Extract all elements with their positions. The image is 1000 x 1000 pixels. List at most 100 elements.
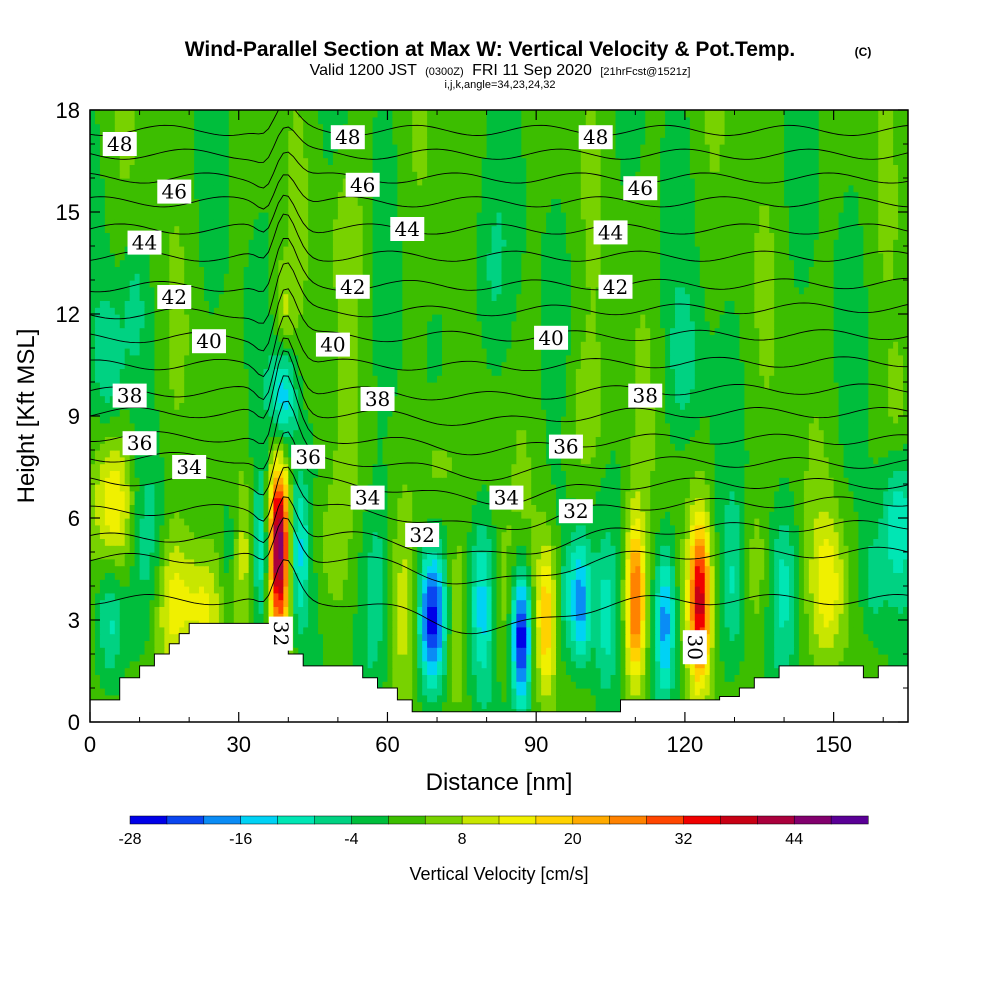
w-cell: [699, 579, 706, 587]
w-cell: [318, 647, 324, 655]
w-cell: [382, 599, 389, 607]
w-cell: [159, 586, 165, 594]
w-cell: [397, 667, 403, 675]
w-cell: [734, 565, 741, 573]
w-cell: [491, 633, 498, 641]
w-cell: [90, 606, 96, 614]
w-cell: [303, 606, 309, 614]
w-cell: [516, 660, 522, 669]
w-cell: [625, 688, 631, 696]
w-cell: [640, 579, 646, 587]
w-cell: [303, 654, 309, 662]
w-cell: [660, 606, 666, 614]
w-cell: [793, 647, 800, 655]
w-cell: [729, 654, 736, 662]
w-cell: [313, 620, 319, 628]
w-cell: [813, 545, 820, 553]
w-cell: [808, 613, 815, 621]
w-cell: [893, 552, 899, 560]
w-cell: [546, 552, 552, 560]
w-cell: [134, 586, 141, 594]
w-cell: [491, 674, 498, 682]
w-cell: [838, 647, 845, 655]
w-cell: [139, 518, 146, 526]
w-cell: [94, 524, 101, 533]
w-cell: [332, 538, 339, 546]
w-cell: [94, 688, 101, 696]
w-cell: [853, 640, 860, 648]
w-cell: [471, 667, 478, 675]
w-cell: [724, 640, 731, 648]
w-cell: [754, 518, 760, 526]
w-cell: [392, 599, 398, 607]
w-cell: [645, 640, 651, 648]
w-cell: [427, 660, 433, 669]
w-cell: [630, 592, 636, 601]
w-cell: [704, 524, 711, 533]
w-cell: [803, 613, 810, 621]
w-cell: [451, 545, 458, 553]
w-cell: [640, 599, 646, 607]
w-cell: [551, 640, 557, 648]
w-cell: [719, 538, 726, 546]
w-cell: [109, 579, 116, 587]
w-cell: [684, 524, 691, 533]
w-cell: [303, 640, 309, 648]
w-cell: [798, 558, 805, 567]
w-cell: [372, 572, 379, 580]
w-cell: [898, 633, 904, 641]
w-cell: [724, 518, 731, 526]
w-cell: [565, 538, 572, 546]
w-cell: [149, 524, 156, 533]
w-cell: [590, 606, 597, 614]
w-cell: [491, 667, 498, 675]
w-cell: [268, 579, 275, 587]
w-cell: [169, 552, 175, 560]
w-cell: [109, 667, 116, 675]
w-cell: [883, 626, 889, 635]
w-cell: [496, 518, 503, 526]
w-cell: [114, 654, 121, 662]
w-cell: [645, 592, 651, 601]
w-cell: [471, 640, 478, 648]
w-cell: [828, 579, 835, 587]
w-cell: [848, 592, 855, 601]
w-cell: [446, 647, 453, 655]
w-cell: [709, 620, 716, 628]
w-cell: [868, 565, 874, 573]
w-cell: [570, 572, 577, 580]
w-cell: [367, 640, 374, 648]
w-cell: [347, 592, 354, 601]
w-cell: [109, 647, 116, 655]
w-cell: [724, 606, 731, 614]
w-cell: [833, 572, 840, 580]
w-cell: [357, 579, 364, 587]
w-cell: [342, 538, 349, 546]
w-cell: [838, 640, 845, 648]
w-cell: [179, 592, 185, 601]
w-cell: [590, 701, 597, 709]
w-cell: [298, 592, 304, 601]
w-cell: [466, 599, 473, 607]
w-cell: [164, 565, 170, 573]
w-cell: [546, 545, 552, 553]
w-cell: [99, 531, 106, 539]
w-cell: [813, 538, 820, 546]
w-cell: [446, 654, 453, 662]
w-cell: [194, 592, 200, 601]
w-cell: [536, 606, 542, 614]
w-cell: [456, 606, 463, 614]
w-cell: [536, 565, 542, 573]
w-cell: [828, 633, 835, 641]
w-cell: [605, 701, 612, 709]
w-cell: [823, 620, 830, 628]
w-cell: [432, 565, 438, 573]
w-cell: [293, 572, 299, 580]
w-cell: [541, 667, 547, 675]
w-cell: [437, 620, 443, 628]
w-cell: [218, 572, 225, 580]
w-cell: [769, 579, 775, 587]
w-cell: [546, 538, 552, 546]
w-cell: [109, 572, 116, 580]
w-cell: [501, 572, 508, 580]
